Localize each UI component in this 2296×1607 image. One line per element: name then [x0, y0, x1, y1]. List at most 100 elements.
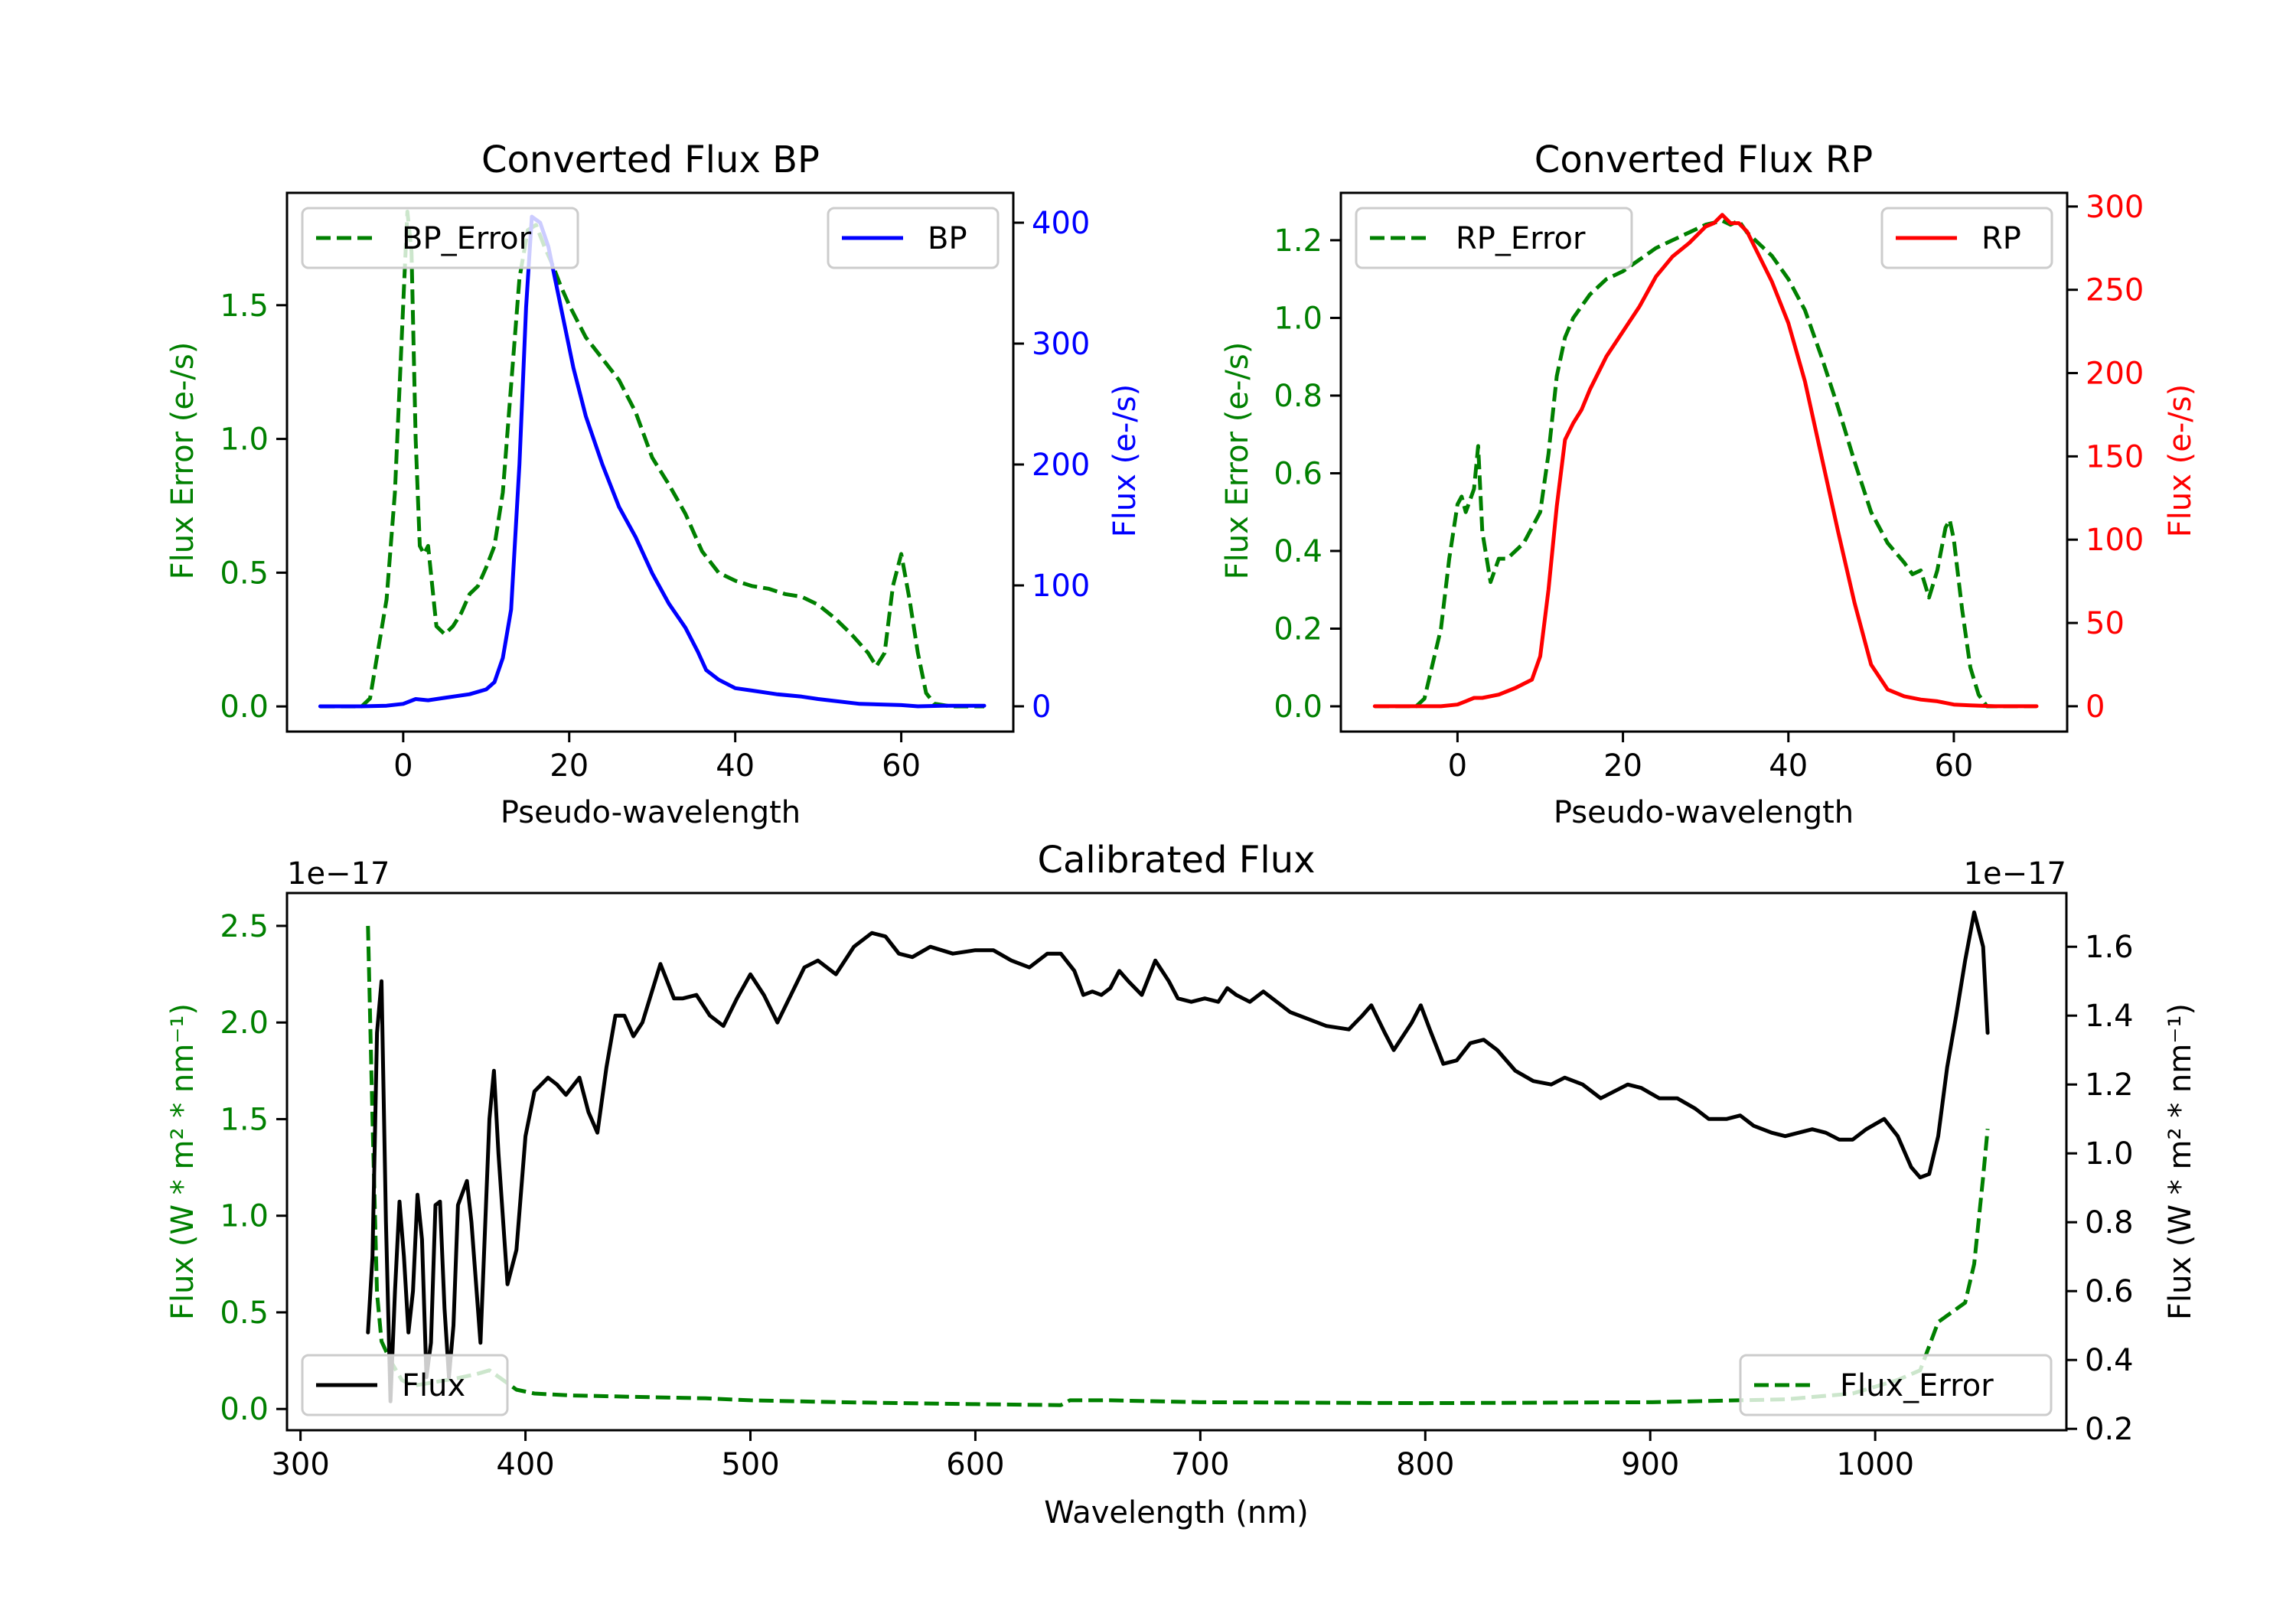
legend-box — [1355, 207, 1633, 269]
plot-area: 300 400 500 600 700 800 900 1000 0.0 0.5 1.0 1.5 2.0… — [220, 892, 2134, 1482]
x-tick-label: 500 — [721, 1447, 779, 1482]
x-axis: 300 400 500 600 700 800 900 1000 — [271, 1430, 1914, 1482]
y-tick-label-left: 1.0 — [220, 1199, 269, 1234]
y-tick-label-right: 300 — [2086, 190, 2144, 225]
right-axis-offset-label: 1e−17 — [1964, 856, 2066, 892]
y-tick-label-left: 1.0 — [220, 422, 269, 458]
legend-bp: BP — [827, 207, 1000, 269]
axes-frame — [1339, 191, 2069, 733]
panel-converted-flux-rp: Converted Flux RP 0 20 40 60 0.0 0.2 0.4 0.6 0.8… — [1220, 139, 2198, 830]
y-axis-label-right: Flux (e-/s) — [1107, 384, 1143, 537]
y-tick-label-left: 0.0 — [1274, 689, 1322, 725]
x-tick-label: 60 — [1934, 748, 1973, 784]
legend-label: BP_Error — [402, 221, 532, 256]
x-tick-label: 900 — [1621, 1447, 1679, 1482]
legend-box — [827, 207, 1000, 269]
legend-label: RP — [1981, 221, 2021, 256]
y-axis-left: 0.0 0.5 1.0 1.5 2.0 2.5 — [220, 909, 287, 1427]
series-line-bp-error — [320, 210, 984, 709]
y-axis-left: 0.0 0.2 0.4 0.6 0.8 1.0 1.2 — [1274, 223, 1341, 725]
y-tick-label-right: 200 — [2086, 357, 2144, 392]
y-tick-label-right: 0.2 — [2085, 1412, 2134, 1447]
y-tick-label-left: 1.0 — [1274, 301, 1322, 336]
series-line-rp — [1372, 213, 2039, 709]
y-tick-label-left: 1.5 — [220, 1102, 269, 1137]
y-tick-label-right: 0.4 — [2085, 1343, 2134, 1378]
x-axis-label: Pseudo-wavelength — [501, 795, 801, 830]
legend-label: Flux — [402, 1368, 465, 1403]
axes-frame — [285, 191, 1015, 733]
y-tick-label-left: 0.6 — [1274, 456, 1322, 491]
y-tick-label-right: 0.6 — [2085, 1274, 2134, 1309]
legend-box — [301, 207, 579, 269]
x-tick-label: 60 — [882, 748, 921, 784]
y-tick-label-left: 2.5 — [220, 909, 269, 944]
series-group — [1372, 213, 2039, 709]
legend-rp: RP — [1880, 207, 2053, 269]
x-tick-label: 400 — [496, 1447, 554, 1482]
legend-box — [1880, 207, 2053, 269]
y-tick-label-right: 1.2 — [2085, 1068, 2134, 1103]
chart-title: Calibrated Flux — [1037, 839, 1315, 882]
y-axis-label-left: Flux (W * m² * nm⁻¹) — [165, 1003, 201, 1320]
y-tick-label-left: 2.0 — [220, 1006, 269, 1041]
x-axis: 0 20 40 60 — [393, 732, 921, 784]
y-axis-label-right: Flux (W * m² * nm⁻¹) — [2163, 1003, 2198, 1320]
legend-flux: Flux — [301, 1354, 509, 1416]
x-tick-label: 40 — [716, 748, 755, 784]
y-tick-label-right: 150 — [2086, 439, 2144, 474]
x-tick-label: 300 — [271, 1447, 329, 1482]
x-axis-label: Wavelength (nm) — [1044, 1495, 1309, 1530]
x-tick-label: 20 — [1603, 748, 1642, 784]
x-tick-label: 0 — [393, 748, 413, 784]
y-tick-label-left: 1.2 — [1274, 223, 1322, 259]
y-axis-right: 0.2 0.4 0.6 0.8 1.0 1.2 1.4 1.6 — [2066, 930, 2134, 1447]
y-axis-right: 0 100 200 300 400 — [1013, 206, 1090, 725]
y-tick-label-left: 0.8 — [1274, 379, 1322, 414]
x-tick-label: 20 — [550, 748, 589, 784]
panel-calibrated-flux: Calibrated Flux 1e−17 1e−17 300 400 500 600… — [165, 839, 2198, 1530]
legend-label: BP — [928, 221, 967, 256]
x-tick-label: 40 — [1769, 748, 1808, 784]
x-tick-label: 800 — [1396, 1447, 1454, 1482]
y-tick-label-left: 1.5 — [220, 288, 269, 324]
y-tick-label-right: 400 — [1032, 206, 1090, 241]
y-tick-label-right: 100 — [1032, 569, 1090, 604]
y-axis-label-left: Flux Error (e-/s) — [1220, 342, 1255, 580]
y-axis-label-right: Flux (e-/s) — [2163, 384, 2198, 537]
y-tick-label-right: 250 — [2086, 273, 2144, 308]
y-tick-label-right: 200 — [1032, 448, 1090, 483]
y-tick-label-left: 0.2 — [1274, 611, 1322, 647]
x-tick-label: 1000 — [1836, 1447, 1914, 1482]
axes-frame — [285, 892, 2068, 1432]
legend-bp-error: BP_Error — [301, 207, 579, 269]
series-line-flux — [366, 910, 1990, 1403]
y-tick-label-left: 0.5 — [220, 1296, 269, 1331]
y-tick-label-left: 0.0 — [220, 689, 269, 725]
y-tick-label-left: 0.5 — [220, 556, 269, 591]
plot-area: 0 20 40 60 0.0 0.2 0.4 0.6 0.8 1.0 1.2 0 50 100 150 200… — [1274, 190, 2144, 784]
legend-box — [1739, 1354, 2053, 1416]
x-tick-label: 0 — [1448, 748, 1467, 784]
legend-label: RP_Error — [1456, 221, 1586, 256]
x-tick-label: 600 — [946, 1447, 1004, 1482]
legend-rp-error: RP_Error — [1355, 207, 1633, 269]
plot-area: 0 20 40 60 0.0 0.5 1.0 1.5 0 100 200 300 400 BP_Error… — [220, 191, 1090, 784]
chart-title: Converted Flux RP — [1534, 139, 1873, 181]
y-tick-label-right: 0 — [1032, 689, 1051, 725]
y-tick-label-right: 300 — [1032, 327, 1090, 362]
left-axis-offset-label: 1e−17 — [287, 856, 390, 892]
series-group — [318, 210, 987, 709]
y-axis-label-left: Flux Error (e-/s) — [165, 342, 201, 580]
x-axis-label: Pseudo-wavelength — [1554, 795, 1854, 830]
y-axis-left: 0.0 0.5 1.0 1.5 — [220, 288, 287, 725]
legend-flux-error: Flux_Error — [1739, 1354, 2053, 1416]
x-tick-label: 700 — [1171, 1447, 1229, 1482]
series-line-bp — [318, 214, 987, 709]
y-tick-label-right: 1.0 — [2085, 1136, 2134, 1172]
chart-title: Converted Flux BP — [481, 139, 820, 181]
y-tick-label-right: 0 — [2086, 689, 2105, 725]
x-axis: 0 20 40 60 — [1448, 732, 1973, 784]
y-tick-label-right: 0.8 — [2085, 1205, 2134, 1240]
